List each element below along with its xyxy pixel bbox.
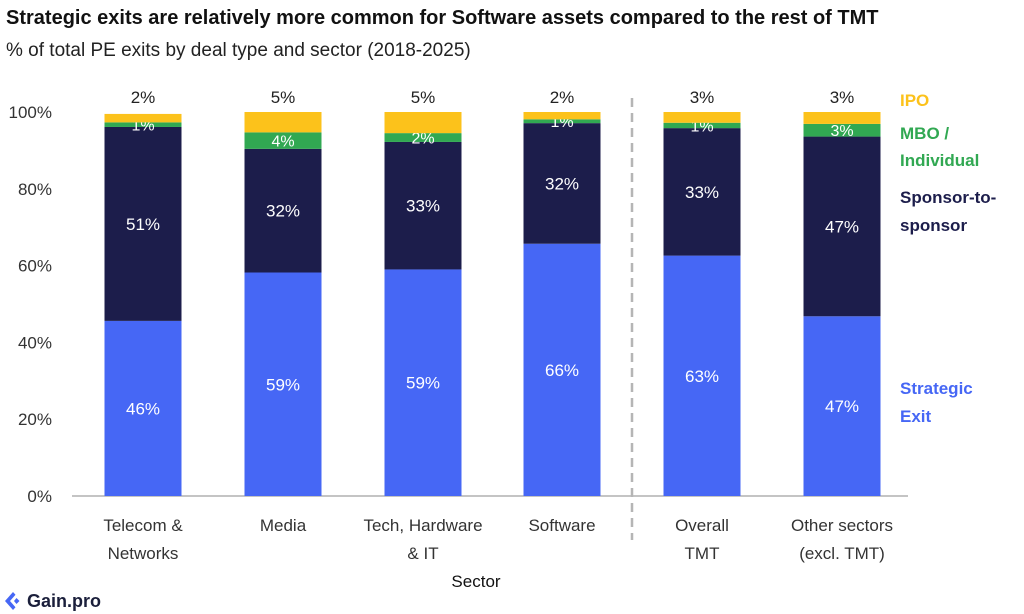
- bar-segment: [244, 132, 322, 149]
- x-tick-label: & IT: [407, 544, 438, 563]
- legend-label: Strategic: [900, 379, 973, 398]
- bar-segment: [523, 243, 601, 496]
- bar-segment: [104, 126, 182, 321]
- legend-label: Exit: [900, 407, 932, 426]
- y-tick-label: 80%: [18, 180, 52, 199]
- x-tick-label: (excl. TMT): [799, 544, 885, 563]
- y-tick-label: 100%: [9, 103, 52, 122]
- bar-segment: [104, 320, 182, 496]
- x-tick-label: TMT: [685, 544, 720, 563]
- data-label: 2%: [411, 131, 434, 148]
- bar-segment: [104, 122, 182, 127]
- data-label: 3%: [690, 88, 715, 107]
- bar-segment: [803, 316, 881, 496]
- data-label: 59%: [266, 375, 300, 394]
- bar-segment: [803, 123, 881, 137]
- bar-segment: [244, 272, 322, 496]
- bar-segment: [523, 123, 601, 244]
- data-label: 59%: [406, 374, 440, 393]
- data-label: 2%: [550, 88, 575, 107]
- data-label: 5%: [411, 88, 436, 107]
- y-tick-label: 0%: [27, 487, 52, 506]
- bar-segment: [663, 122, 741, 129]
- data-label: 47%: [825, 397, 859, 416]
- legend-label: Sponsor-to-: [900, 188, 996, 207]
- chart-title: Strategic exits are relatively more comm…: [6, 7, 879, 29]
- data-label: 32%: [545, 174, 579, 193]
- x-tick-label: Telecom &: [103, 516, 183, 535]
- data-label: 63%: [685, 367, 719, 386]
- bar-segment: [384, 112, 462, 134]
- x-tick-label: Tech, Hardware: [363, 516, 482, 535]
- x-tick-label: Media: [260, 516, 307, 535]
- gain-pro-logo-icon: [5, 592, 20, 610]
- x-tick-label: Other sectors: [791, 516, 893, 535]
- bar-segment: [803, 112, 881, 124]
- bar-segment: [663, 128, 741, 256]
- data-label: 47%: [825, 217, 859, 236]
- data-label: 46%: [126, 399, 160, 418]
- bar-segment: [663, 255, 741, 496]
- data-label: 51%: [126, 215, 160, 234]
- brand-logo: Gain.pro: [4, 590, 101, 612]
- data-label: 66%: [545, 361, 579, 380]
- y-tick-label: 40%: [18, 333, 52, 352]
- y-tick-label: 60%: [18, 257, 52, 276]
- chart-subtitle: % of total PE exits by deal type and sec…: [6, 40, 471, 61]
- bar-segment: [244, 112, 322, 133]
- data-label: 3%: [830, 88, 855, 107]
- brand-name: Gain.pro: [27, 590, 102, 611]
- x-tick-label: Overall: [675, 516, 729, 535]
- bar-segment: [523, 112, 601, 120]
- data-label: 2%: [131, 88, 156, 107]
- data-label: 33%: [406, 197, 440, 216]
- bar-segment: [244, 148, 322, 273]
- bar-segment: [803, 136, 881, 317]
- data-label: 4%: [271, 134, 294, 151]
- legend-label: sponsor: [900, 216, 967, 235]
- x-tick-label: Software: [528, 516, 595, 535]
- x-tick-label: Networks: [108, 544, 179, 563]
- bar-segment: [384, 269, 462, 496]
- data-label: 5%: [271, 88, 296, 107]
- legend-label: IPO: [900, 91, 929, 110]
- x-axis-title: Sector: [451, 572, 500, 591]
- bar-segment: [663, 112, 741, 123]
- bar-segment: [104, 113, 182, 123]
- legend-label: MBO /: [900, 124, 949, 143]
- bar-segment: [384, 141, 462, 270]
- y-tick-label: 20%: [18, 410, 52, 429]
- bar-segment: [384, 133, 462, 142]
- data-label: 3%: [830, 123, 853, 140]
- data-label: 32%: [266, 202, 300, 221]
- data-label: 33%: [685, 183, 719, 202]
- bar-segment: [523, 119, 601, 124]
- legend-label: Individual: [900, 151, 979, 170]
